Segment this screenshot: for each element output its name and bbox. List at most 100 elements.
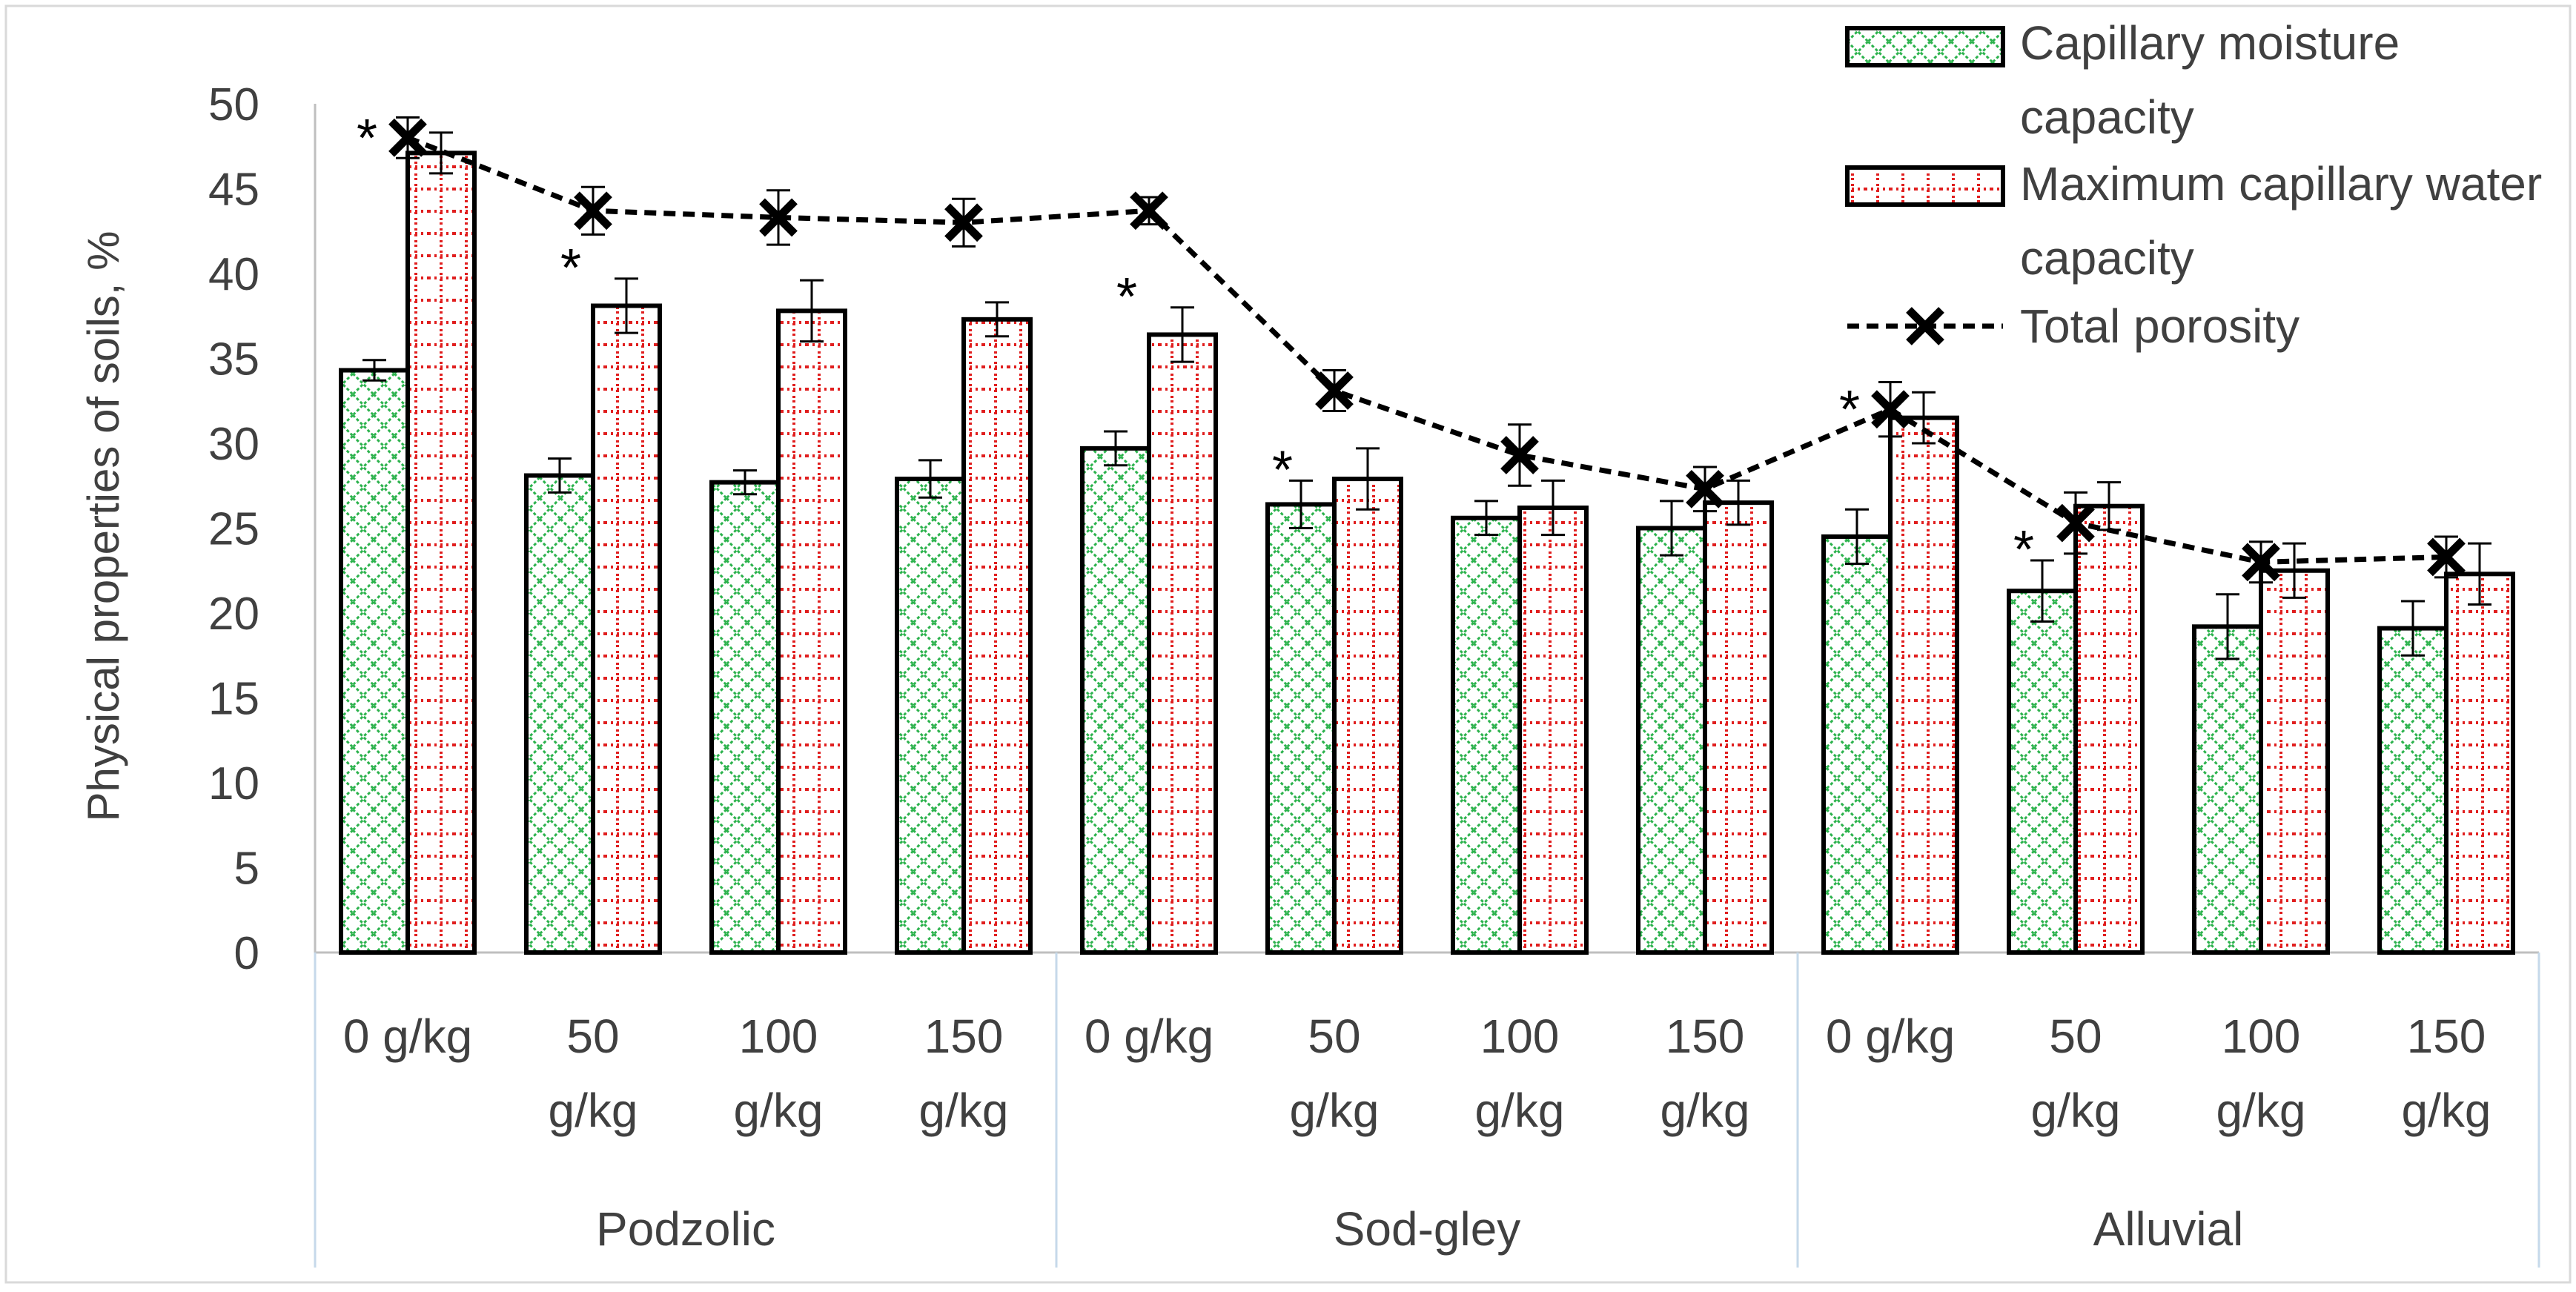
x-tick-label: 50 g/kg [1290, 1010, 1380, 1137]
x-tick-label: 100 g/kg [734, 1010, 824, 1137]
error-bar [1912, 391, 1936, 445]
bar-capillary-moisture [709, 480, 781, 955]
legend-label-capillary-moisture-line2: capacity [2020, 90, 2194, 144]
error-bar [1845, 508, 1869, 566]
line-total-porosity [406, 135, 2447, 565]
error-bar [985, 301, 1009, 338]
x-group-label: Alluvial [2093, 1202, 2244, 1256]
error-bar [2468, 542, 2491, 606]
point-total-porosity [2427, 537, 2466, 577]
bar-max-capillary [1703, 500, 1774, 955]
bar-max-capillary [405, 150, 477, 955]
point-total-porosity [1871, 390, 1910, 429]
x-tick-label: 150 g/kg [919, 1010, 1009, 1137]
x-tick-label: 150 g/kg [2402, 1010, 2491, 1137]
bar-max-capillary [591, 303, 662, 955]
error-bar [1104, 430, 1128, 467]
error-bar [429, 131, 453, 175]
y-tick-label: 25 [208, 504, 259, 555]
error-bar [2216, 593, 2239, 660]
x-axis: 0 g/kg 50 g/kg 100 g/kg 150 g/kg 0 g/kg 50 g/kg 10… [314, 951, 2540, 1268]
point-total-porosity [2056, 503, 2095, 543]
error-bar [1660, 500, 1683, 557]
error-bar [1289, 479, 1313, 529]
error-bar [733, 469, 757, 496]
x-tick-label: 100 g/kg [2216, 1010, 2306, 1137]
bar-capillary-moisture [1451, 515, 1522, 955]
bar-max-capillary [2073, 503, 2145, 955]
significance-marker: * [1116, 268, 1137, 327]
y-tick-label: 10 [208, 758, 259, 809]
error-bar [918, 459, 942, 499]
bar-max-capillary [1517, 506, 1589, 955]
x-group-label: Podzolic [596, 1202, 775, 1256]
line-series [388, 116, 2466, 584]
error-bar [1541, 479, 1565, 537]
y-tick-label: 35 [208, 334, 259, 385]
legend-swatch-max-capillary [1845, 165, 2005, 207]
bar-max-capillary [2259, 568, 2330, 955]
annotations: * * * * * * [357, 109, 2034, 580]
bar-max-capillary [1888, 415, 1959, 955]
x-tick-label: 50 g/kg [2031, 1010, 2121, 1137]
point-total-porosity [944, 203, 983, 242]
legend-swatch-total-porosity-marker [1906, 307, 1944, 345]
significance-marker: * [1839, 380, 1860, 440]
error-bar [2030, 559, 2054, 623]
bar-capillary-moisture [339, 368, 410, 955]
point-total-porosity [759, 198, 798, 237]
bar-capillary-moisture [1821, 534, 1893, 955]
point-total-porosity [1130, 191, 1168, 231]
significance-marker: * [2013, 520, 2034, 580]
y-tick-label: 20 [208, 589, 259, 640]
bar-capillary-moisture [1080, 445, 1151, 955]
y-tick-label: 50 [208, 79, 259, 130]
legend-label-total-porosity: Total porosity [2020, 299, 2299, 353]
error-bar [615, 277, 638, 334]
y-tick-label: 30 [208, 419, 259, 470]
legend: Capillary moisture capacity Maximum capi… [1845, 16, 2542, 353]
y-tick-label: 40 [208, 249, 259, 300]
y-tick-label: 0 [234, 928, 259, 979]
point-total-porosity [2242, 543, 2280, 582]
y-axis: 0 5 10 15 20 25 30 35 40 45 50 [208, 79, 317, 979]
bar-max-capillary [2444, 572, 2515, 955]
error-bar [362, 359, 386, 382]
x-tick-label: 100 g/kg [1475, 1010, 1565, 1137]
significance-marker: * [1272, 440, 1293, 500]
y-tick-label: 15 [208, 674, 259, 725]
y-axis-label: Physical properties of soils, % [79, 231, 128, 822]
y-tick-label: 45 [208, 165, 259, 216]
significance-marker: * [357, 109, 377, 168]
point-total-porosity [574, 191, 612, 231]
error-bar [1171, 306, 1194, 363]
point-total-porosity [1500, 436, 1539, 474]
error-bar [548, 457, 572, 494]
bar-max-capillary [961, 317, 1033, 955]
x-tick-label: 0 g/kg [1826, 1010, 1955, 1063]
x-tick-label: 150 g/kg [1661, 1010, 1750, 1137]
error-bar [800, 279, 824, 343]
significance-marker: * [560, 239, 581, 298]
x-tick-label: 50 g/kg [549, 1010, 638, 1137]
bar-capillary-moisture [2192, 624, 2263, 955]
error-bar [1726, 479, 1750, 526]
x-group-label: Sod-gley [1334, 1202, 1521, 1256]
legend-swatch-capillary-moisture [1845, 26, 2005, 67]
point-total-porosity [1686, 469, 1724, 508]
bar-capillary-moisture [2377, 626, 2448, 955]
bar-capillary-moisture [1265, 502, 1337, 955]
point-total-porosity [1315, 371, 1354, 410]
bar-capillary-moisture [895, 477, 966, 955]
error-bar [1356, 447, 1380, 511]
bars [339, 131, 2515, 955]
bar-max-capillary [1147, 332, 1218, 955]
legend-label-max-capillary-line1: Maximum capillary water [2020, 157, 2542, 211]
legend-label-capillary-moisture-line1: Capillary moisture [2020, 16, 2400, 70]
error-bar [1474, 500, 1498, 537]
bar-capillary-moisture [1636, 526, 1707, 955]
x-tick-label: 0 g/kg [343, 1010, 472, 1063]
bar-capillary-moisture [2007, 589, 2078, 955]
